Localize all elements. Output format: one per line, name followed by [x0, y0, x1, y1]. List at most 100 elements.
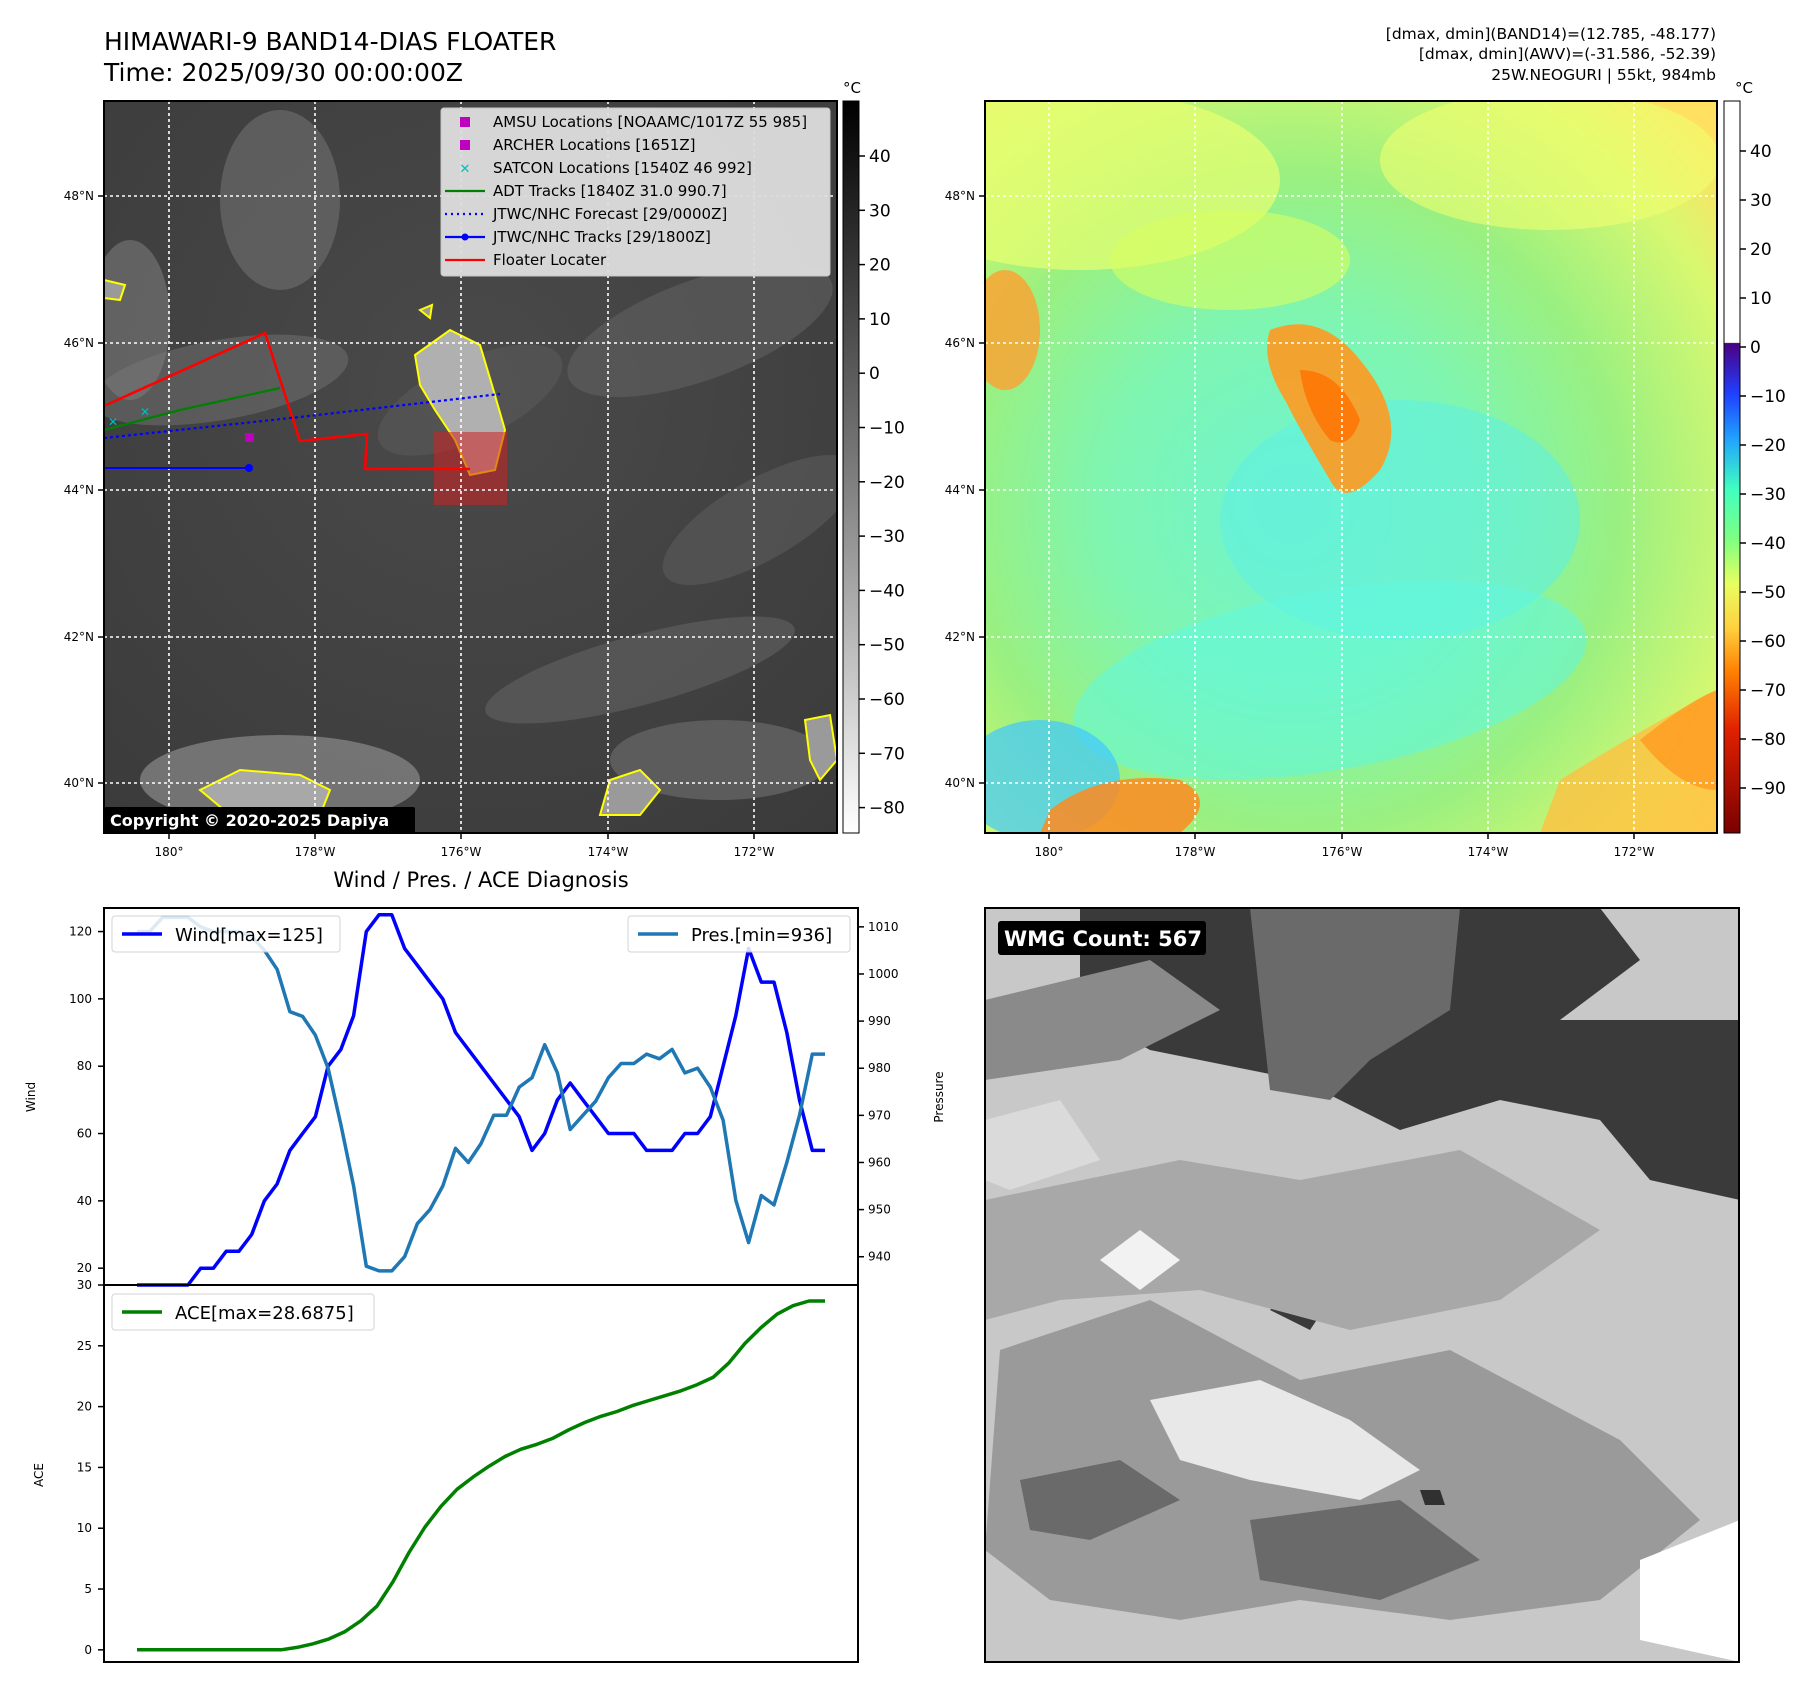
archer-location	[245, 433, 254, 442]
colorbar-tick-label: 30	[869, 201, 891, 221]
y-tick-label: 25	[77, 1339, 92, 1353]
colorbar-tick-label: −10	[869, 419, 905, 439]
colorbar-tick-label: −70	[1750, 681, 1786, 701]
ir-colorbar	[842, 100, 860, 834]
legend-label: Floater Locater	[493, 251, 607, 269]
lat-label: 42°N	[64, 630, 94, 644]
ace-y-ticks: 0 5 10 15 20 25 30	[77, 1278, 104, 1657]
pressure-legend-label: Pres.[min=936]	[691, 925, 832, 946]
wmg-frame	[984, 907, 1740, 1663]
wind-legend-label: Wind[max=125]	[175, 925, 323, 946]
info-awv: [dmax, dmin](AWV)=(-31.586, -52.39)	[1419, 45, 1716, 63]
copyright-text: Copyright © 2020-2025 Dapiya	[110, 811, 389, 830]
lon-label: 180°	[155, 845, 184, 859]
copyright-box	[104, 807, 415, 833]
satcon-location: ✕	[140, 405, 150, 419]
colorbar-tick-label: −20	[1750, 436, 1786, 456]
colorbar-tick-label: −60	[869, 690, 905, 710]
wmg-count-box	[998, 921, 1206, 955]
awv-lat-labels: 48°N 46°N 44°N 42°N 40°N	[945, 189, 985, 790]
colorbar-tick-label: −50	[1750, 583, 1786, 603]
y-tick-label: 0	[84, 1643, 92, 1657]
wind-axis-label: Wind	[24, 1082, 38, 1112]
wind-series-line	[137, 912, 825, 1287]
lat-label: 40°N	[945, 776, 975, 790]
y-tick-label: 960	[868, 1155, 891, 1169]
colorbar-tick-label: −40	[869, 581, 905, 601]
adt-track	[104, 386, 281, 432]
legend-label: AMSU Locations [NOAAMC/1017Z 55 985]	[493, 113, 807, 131]
figure-time: Time: 2025/09/30 00:00:00Z	[103, 58, 463, 87]
lat-label: 44°N	[945, 483, 975, 497]
ir-colorbar-ticks: 40 30 20 10 0 −10 −20 −30 −40 −50 −60 −70 −80	[859, 147, 905, 819]
colorbar-tick-label: 10	[869, 310, 891, 330]
ir-lon-labels: 180° 178°W 176°W 174°W 172°W	[155, 833, 775, 859]
satcon-location: ✕	[108, 415, 118, 429]
pressure-legend: Pres.[min=936]	[627, 915, 851, 953]
wmg-count-label: WMG Count: 567	[1004, 927, 1202, 951]
y-tick-label: 1000	[868, 967, 899, 981]
wmg-panel: WMG Count: 567	[984, 907, 1740, 1663]
lat-label: 48°N	[64, 189, 94, 203]
lat-label: 48°N	[945, 189, 975, 203]
colorbar-tick-label: −70	[869, 744, 905, 764]
wind-legend: Wind[max=125]	[111, 915, 341, 953]
colorbar-tick-label: 20	[1750, 240, 1772, 260]
colorbar-tick-label: −90	[1750, 779, 1786, 799]
lat-label: 40°N	[64, 776, 94, 790]
colorbar-tick-label: −30	[869, 527, 905, 547]
ace-legend: ACE[max=28.6875]	[111, 1293, 375, 1331]
y-tick-label: 120	[69, 925, 92, 939]
y-tick-label: 980	[868, 1061, 891, 1075]
colorbar-tick-label: 30	[1750, 191, 1772, 211]
y-tick-label: 20	[77, 1261, 92, 1275]
awv-colorbar	[1723, 100, 1741, 834]
colorbar-tick-label: 20	[869, 256, 891, 276]
colorbar-tick-label: 40	[869, 147, 891, 167]
figure-title: HIMAWARI-9 BAND14-DIAS FLOATER	[104, 27, 556, 56]
y-tick-label: 1010	[868, 920, 899, 934]
ir-colorbar-unit: °C	[843, 79, 861, 97]
colorbar-tick-label: 0	[869, 364, 880, 384]
colorbar-tick-label: −20	[869, 473, 905, 493]
legend-label: ARCHER Locations [1651Z]	[493, 136, 696, 154]
lon-label: 176°W	[441, 845, 482, 859]
ace-axes	[103, 1284, 859, 1663]
pressure-axis-label: Pressure	[932, 1071, 946, 1122]
colorbar-tick-label: −40	[1750, 534, 1786, 554]
colorbar-tick-label: 10	[1750, 289, 1772, 309]
awv-lon-labels: 180° 178°W 176°W 174°W 172°W	[1035, 833, 1655, 859]
ir-map-panel: ✕ ✕ AMSU Locations [NOAAMC/1017Z 55 985]…	[64, 79, 905, 859]
colorbar-tick-label: −60	[1750, 632, 1786, 652]
ir-legend: AMSU Locations [NOAAMC/1017Z 55 985] ARCH…	[440, 107, 831, 277]
awv-map-panel: °C 403020100−10−20−30−40−50−60−70−80−90 …	[945, 79, 1786, 859]
y-tick-label: 30	[77, 1278, 92, 1292]
y-tick-label: 950	[868, 1203, 891, 1217]
awv-colorbar-unit: °C	[1735, 79, 1753, 97]
ace-legend-label: ACE[max=28.6875]	[175, 1303, 354, 1324]
floater-locater-track	[104, 331, 470, 471]
colorbar-tick-label: 0	[1750, 338, 1761, 358]
colorbar-tick-label: −50	[869, 636, 905, 656]
info-band14: [dmax, dmin](BAND14)=(12.785, -48.177)	[1386, 25, 1716, 43]
lat-label: 42°N	[945, 630, 975, 644]
y-tick-label: 20	[77, 1400, 92, 1414]
awv-map-frame	[984, 100, 1718, 834]
y-tick-label: 990	[868, 1014, 891, 1028]
y-tick-label: 5	[84, 1582, 92, 1596]
lon-label: 172°W	[734, 845, 775, 859]
wind-y-ticks: 20 40 60 80 100 120	[69, 925, 104, 1275]
y-tick-label: 60	[77, 1127, 92, 1141]
info-storm: 25W.NEOGURI | 55kt, 984mb	[1491, 66, 1716, 84]
lon-label: 178°W	[295, 845, 336, 859]
y-tick-label: 80	[77, 1059, 92, 1073]
lat-label: 44°N	[64, 483, 94, 497]
colorbar-tick-label: −80	[1750, 730, 1786, 750]
legend-marker: ✕	[460, 162, 471, 177]
legend-label: SATCON Locations [1540Z 46 992]	[493, 159, 752, 177]
colorbar-tick-label: −80	[869, 799, 905, 819]
legend-marker	[460, 140, 470, 150]
y-tick-label: 10	[77, 1521, 92, 1535]
lon-label: 176°W	[1322, 845, 1363, 859]
